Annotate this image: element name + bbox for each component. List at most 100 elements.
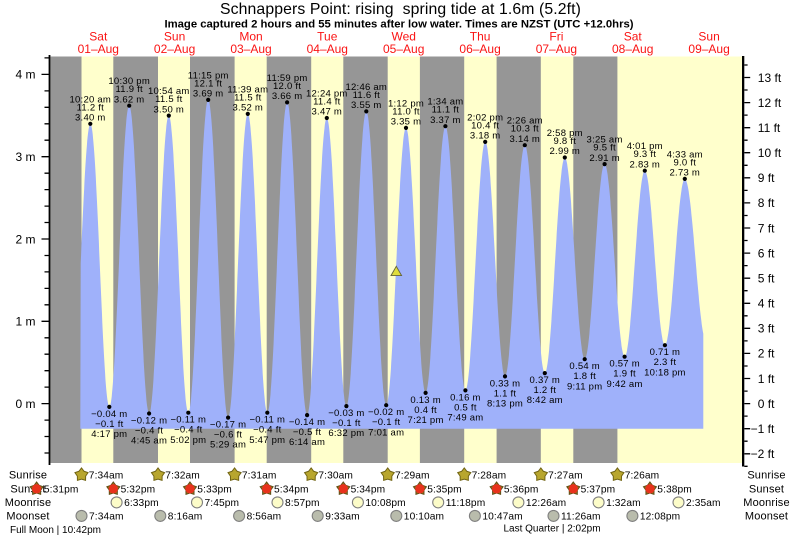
svg-text:−0.1 ft: −0.1 ft	[332, 418, 361, 429]
svg-text:Sunrise: Sunrise	[9, 470, 47, 482]
svg-text:09–Aug: 09–Aug	[688, 42, 729, 56]
svg-text:10 ft: 10 ft	[758, 146, 782, 160]
svg-text:2.83 m: 2.83 m	[630, 159, 661, 170]
svg-text:Moonset: Moonset	[745, 511, 788, 523]
svg-text:2:26 am: 2:26 am	[507, 116, 543, 127]
svg-text:4 ft: 4 ft	[758, 297, 775, 311]
svg-text:Last Quarter | 2:02pm: Last Quarter | 2:02pm	[503, 523, 600, 534]
svg-text:7:30am: 7:30am	[318, 470, 353, 481]
svg-text:9.8 ft: 9.8 ft	[553, 136, 576, 147]
svg-text:8:56am: 8:56am	[247, 511, 282, 522]
svg-text:6:32 pm: 6:32 pm	[328, 428, 364, 439]
svg-text:−0.4 ft: −0.4 ft	[174, 425, 203, 436]
svg-text:2.3 ft: 2.3 ft	[654, 357, 677, 368]
svg-text:8:42 am: 8:42 am	[527, 395, 563, 406]
svg-text:3.66 m: 3.66 m	[272, 91, 303, 102]
svg-text:0.54 m: 0.54 m	[569, 361, 600, 372]
svg-text:10:20 am: 10:20 am	[69, 94, 111, 105]
svg-text:4:33 am: 4:33 am	[667, 149, 703, 160]
svg-text:3.18 m: 3.18 m	[470, 131, 501, 142]
svg-text:9:42 am: 9:42 am	[607, 379, 643, 390]
svg-text:7 ft: 7 ft	[758, 221, 775, 235]
svg-text:−0.14 m: −0.14 m	[289, 417, 325, 428]
svg-text:2.99 m: 2.99 m	[550, 146, 581, 157]
svg-text:10:30 pm: 10:30 pm	[108, 76, 150, 87]
svg-text:7:01 am: 7:01 am	[368, 427, 404, 438]
svg-text:5:35pm: 5:35pm	[427, 484, 462, 495]
svg-text:Sunset: Sunset	[749, 484, 784, 496]
svg-text:1 m: 1 m	[15, 315, 35, 329]
svg-text:10.3 ft: 10.3 ft	[511, 124, 539, 135]
svg-text:12:24 pm: 12:24 pm	[306, 89, 348, 100]
svg-text:07–Aug: 07–Aug	[536, 42, 577, 56]
svg-text:0.16 m: 0.16 m	[450, 392, 481, 403]
svg-text:01–Aug: 01–Aug	[78, 42, 119, 56]
svg-text:Moonrise: Moonrise	[5, 497, 51, 509]
svg-text:4:45 am: 4:45 am	[131, 436, 167, 447]
svg-text:06–Aug: 06–Aug	[459, 42, 500, 56]
svg-text:11.5 ft: 11.5 ft	[155, 94, 183, 105]
svg-text:12:08pm: 12:08pm	[640, 511, 680, 522]
svg-text:10:54 am: 10:54 am	[148, 86, 190, 97]
svg-text:8:16am: 8:16am	[168, 511, 203, 522]
svg-text:6 ft: 6 ft	[758, 246, 775, 260]
svg-text:11:18pm: 11:18pm	[446, 498, 486, 509]
svg-text:0.13 m: 0.13 m	[410, 395, 441, 406]
svg-text:7:26am: 7:26am	[625, 470, 660, 481]
svg-text:3:25 am: 3:25 am	[587, 135, 623, 146]
svg-text:10:08pm: 10:08pm	[365, 498, 405, 509]
svg-text:3.69 m: 3.69 m	[193, 89, 224, 100]
svg-text:04–Aug: 04–Aug	[307, 42, 348, 56]
svg-text:03–Aug: 03–Aug	[230, 42, 271, 56]
svg-text:5:47 pm: 5:47 pm	[249, 435, 285, 446]
svg-text:−0.11 m: −0.11 m	[170, 415, 206, 426]
svg-text:1:12 pm: 1:12 pm	[388, 98, 424, 109]
svg-text:3 m: 3 m	[15, 150, 35, 164]
svg-text:7:31am: 7:31am	[242, 470, 277, 481]
svg-text:11:39 am: 11:39 am	[227, 84, 268, 95]
svg-text:0 m: 0 m	[15, 397, 35, 411]
svg-text:Sat: Sat	[89, 30, 108, 44]
svg-text:05–Aug: 05–Aug	[383, 42, 424, 56]
svg-text:9:33am: 9:33am	[325, 511, 360, 522]
svg-text:1:34 am: 1:34 am	[427, 97, 463, 108]
svg-text:−0.6 ft: −0.6 ft	[214, 430, 243, 441]
svg-text:11:59 pm: 11:59 pm	[267, 73, 308, 84]
svg-text:Moonrise: Moonrise	[743, 497, 789, 509]
svg-text:7:34am: 7:34am	[89, 511, 124, 522]
svg-text:0.71 m: 0.71 m	[650, 347, 681, 358]
svg-text:02–Aug: 02–Aug	[154, 42, 195, 56]
svg-text:2.73 m: 2.73 m	[670, 168, 701, 179]
svg-text:1.2 ft: 1.2 ft	[533, 385, 556, 396]
svg-text:3.52 m: 3.52 m	[233, 103, 264, 114]
svg-text:11.1 ft: 11.1 ft	[432, 105, 460, 116]
svg-text:9:11 pm: 9:11 pm	[567, 381, 602, 392]
svg-text:11.5 ft: 11.5 ft	[234, 92, 262, 103]
svg-text:−0.11 m: −0.11 m	[249, 415, 285, 426]
svg-text:7:34am: 7:34am	[89, 470, 124, 481]
svg-text:8 ft: 8 ft	[758, 196, 775, 210]
svg-text:−2 ft: −2 ft	[751, 447, 775, 461]
svg-text:2:35am: 2:35am	[686, 498, 721, 509]
svg-text:0 ft: 0 ft	[758, 397, 775, 411]
svg-text:Fri: Fri	[549, 30, 563, 44]
svg-text:Sun: Sun	[164, 30, 185, 44]
svg-text:0.57 m: 0.57 m	[609, 359, 640, 370]
svg-text:9.3 ft: 9.3 ft	[633, 149, 656, 160]
svg-text:11:26am: 11:26am	[561, 511, 601, 522]
svg-text:3.37 m: 3.37 m	[430, 115, 461, 126]
svg-text:0.4 ft: 0.4 ft	[414, 405, 437, 416]
svg-text:9 ft: 9 ft	[758, 171, 775, 185]
svg-text:5:38pm: 5:38pm	[657, 484, 692, 495]
svg-text:−0.1 ft: −0.1 ft	[95, 419, 124, 430]
svg-text:2:58 pm: 2:58 pm	[547, 128, 583, 139]
svg-text:11.9 ft: 11.9 ft	[115, 84, 143, 95]
svg-text:12:26am: 12:26am	[526, 498, 566, 509]
svg-text:−1 ft: −1 ft	[751, 422, 775, 436]
svg-text:1.1 ft: 1.1 ft	[494, 388, 517, 399]
svg-text:1.9 ft: 1.9 ft	[613, 369, 636, 380]
svg-text:10:10am: 10:10am	[404, 511, 444, 522]
svg-text:7:29am: 7:29am	[395, 470, 430, 481]
svg-text:1 ft: 1 ft	[758, 372, 775, 386]
svg-text:4 m: 4 m	[15, 68, 35, 82]
